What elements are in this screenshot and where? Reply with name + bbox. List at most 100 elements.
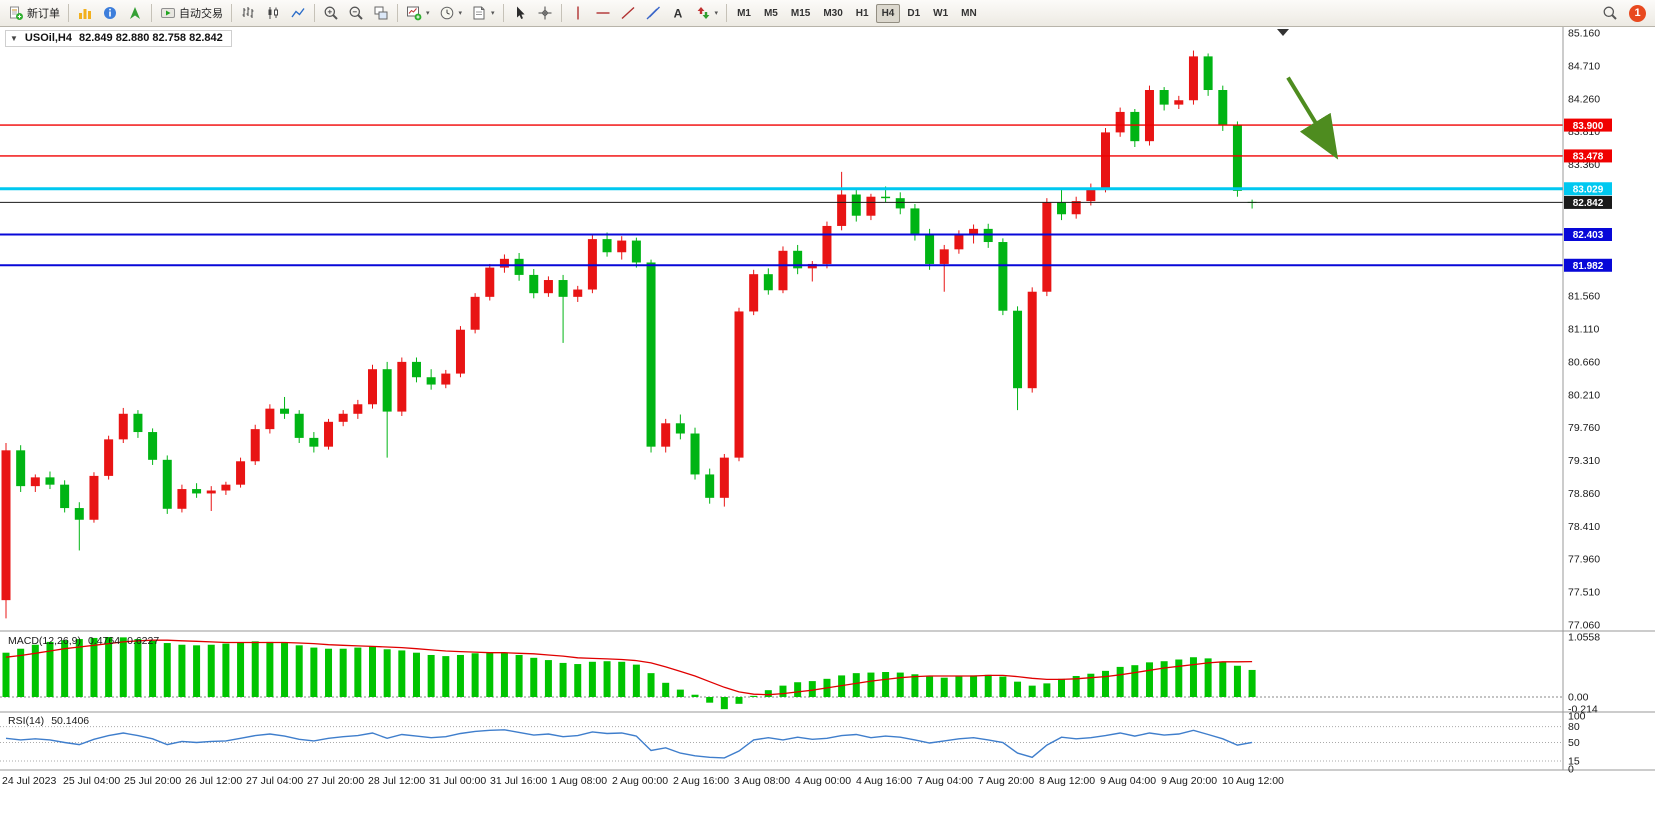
macd-histogram-bar: [90, 637, 98, 697]
new-order-button[interactable]: 新订单: [4, 3, 64, 24]
time-axis-label: 9 Aug 20:00: [1161, 775, 1217, 787]
zoom-in-button[interactable]: [319, 3, 343, 24]
oneclick-collapse-icon[interactable]: ▼: [10, 33, 18, 43]
price-tick-label: 78.410: [1568, 521, 1600, 533]
candle: [1203, 56, 1213, 91]
price-badge: [1564, 118, 1612, 132]
candle: [529, 274, 539, 294]
price-badge-label: 83.900: [1573, 121, 1604, 132]
candle: [30, 477, 40, 487]
candle: [45, 477, 55, 485]
new-chart-button[interactable]: ▾: [402, 3, 434, 24]
timeframe-w1[interactable]: W1: [933, 7, 949, 19]
timeframe-h4[interactable]: H4: [875, 3, 901, 23]
crosshair-icon: [538, 6, 552, 20]
candle: [1232, 125, 1242, 191]
vertical-line-button[interactable]: [566, 3, 590, 24]
candle: [74, 508, 84, 520]
macd-histogram-bar: [325, 648, 333, 697]
macd-histogram-bar: [486, 652, 494, 697]
time-axis-label: 25 Jul 04:00: [63, 775, 120, 787]
candle: [925, 234, 935, 264]
toolbar-separator: [231, 4, 232, 22]
candle: [778, 250, 788, 291]
templates-button[interactable]: ▾: [467, 3, 499, 24]
vertical-line-icon: [576, 6, 579, 20]
macd-histogram-bar: [339, 648, 347, 697]
candle: [998, 242, 1008, 311]
price-tick-label: 81.110: [1568, 323, 1599, 335]
timeframe-m5[interactable]: M5: [763, 7, 778, 19]
timeframe-h1[interactable]: H1: [855, 7, 869, 19]
chevron-down-icon: ▾: [458, 10, 463, 17]
candle: [338, 413, 348, 422]
macd-histogram-bar: [1116, 666, 1124, 697]
candle: [441, 373, 451, 385]
navigator-button[interactable]: [123, 3, 147, 24]
timeframe-m30[interactable]: M30: [823, 7, 843, 19]
macd-histogram-bar: [588, 661, 596, 697]
macd-signal-line: [5, 639, 1253, 696]
arrows-button[interactable]: ▾: [691, 3, 723, 24]
zoom-out-button[interactable]: [344, 3, 368, 24]
price-badge: [1564, 149, 1612, 163]
chart-line-button[interactable]: [286, 3, 310, 24]
macd-histogram-bar: [720, 697, 728, 710]
candle: [148, 432, 158, 460]
candle: [16, 450, 26, 487]
macd-histogram-bar: [1160, 661, 1168, 697]
candle: [1057, 202, 1067, 215]
channel-icon: [646, 6, 660, 20]
macd-histogram-bar: [178, 644, 186, 697]
candle: [60, 484, 70, 509]
trend-arrow[interactable]: [1286, 76, 1339, 160]
macd-histogram-bar: [1131, 665, 1139, 697]
trendline-button[interactable]: [616, 3, 640, 24]
macd-histogram-bar: [1189, 657, 1197, 697]
macd-histogram-bar: [412, 652, 420, 697]
macd-histogram-bar: [237, 642, 245, 697]
crosshair-button[interactable]: [533, 3, 557, 24]
candle: [397, 361, 407, 412]
rsi-axis-label: 15: [1568, 756, 1580, 768]
search-button[interactable]: [1598, 3, 1622, 24]
macd-histogram-bar: [1175, 659, 1183, 697]
chart-shift-marker[interactable]: [1277, 29, 1289, 36]
text-button[interactable]: A: [666, 3, 690, 24]
price-tick-label: 77.060: [1568, 619, 1600, 631]
chart-bars-button[interactable]: [236, 3, 260, 24]
horizontal-line-button[interactable]: [591, 3, 615, 24]
chart-candles-button[interactable]: [261, 3, 285, 24]
time-axis-label: 26 Jul 12:00: [185, 775, 242, 787]
chart-line-icon: [291, 8, 305, 18]
price-tick-label: 78.860: [1568, 488, 1600, 500]
timeframe-m15[interactable]: M15: [790, 7, 811, 19]
candle: [895, 198, 905, 209]
cursor-button[interactable]: [508, 3, 532, 24]
chart-canvas[interactable]: 85.16084.71084.26083.81083.36081.56081.1…: [0, 27, 1655, 835]
macd-histogram-bar: [911, 674, 919, 697]
macd-histogram-bar: [544, 660, 552, 697]
time-axis-label: 1 Aug 08:00: [551, 775, 607, 787]
rsi-axis-label: 0: [1568, 764, 1574, 776]
tile-windows-button[interactable]: [369, 3, 393, 24]
price-tick-label: 80.660: [1568, 356, 1600, 368]
candle: [1174, 100, 1184, 105]
candle: [309, 437, 319, 447]
market-watch-button[interactable]: [73, 3, 97, 24]
profiles-button[interactable]: ▾: [435, 3, 467, 24]
timeframe-m1[interactable]: M1: [737, 7, 751, 19]
timeframe-mn[interactable]: MN: [961, 7, 977, 19]
candle: [705, 474, 715, 498]
data-window-button[interactable]: [98, 3, 122, 24]
macd-histogram-bar: [735, 697, 743, 704]
macd-histogram-bar: [852, 673, 860, 697]
auto-trading-button[interactable]: 自动交易: [156, 3, 227, 24]
macd-histogram-bar: [794, 682, 802, 697]
timeframe-d1[interactable]: D1: [907, 7, 921, 19]
data-window-icon: [104, 7, 116, 19]
macd-histogram-bar: [530, 657, 538, 697]
channel-button[interactable]: [641, 3, 665, 24]
notification-badge[interactable]: 1: [1629, 4, 1646, 22]
